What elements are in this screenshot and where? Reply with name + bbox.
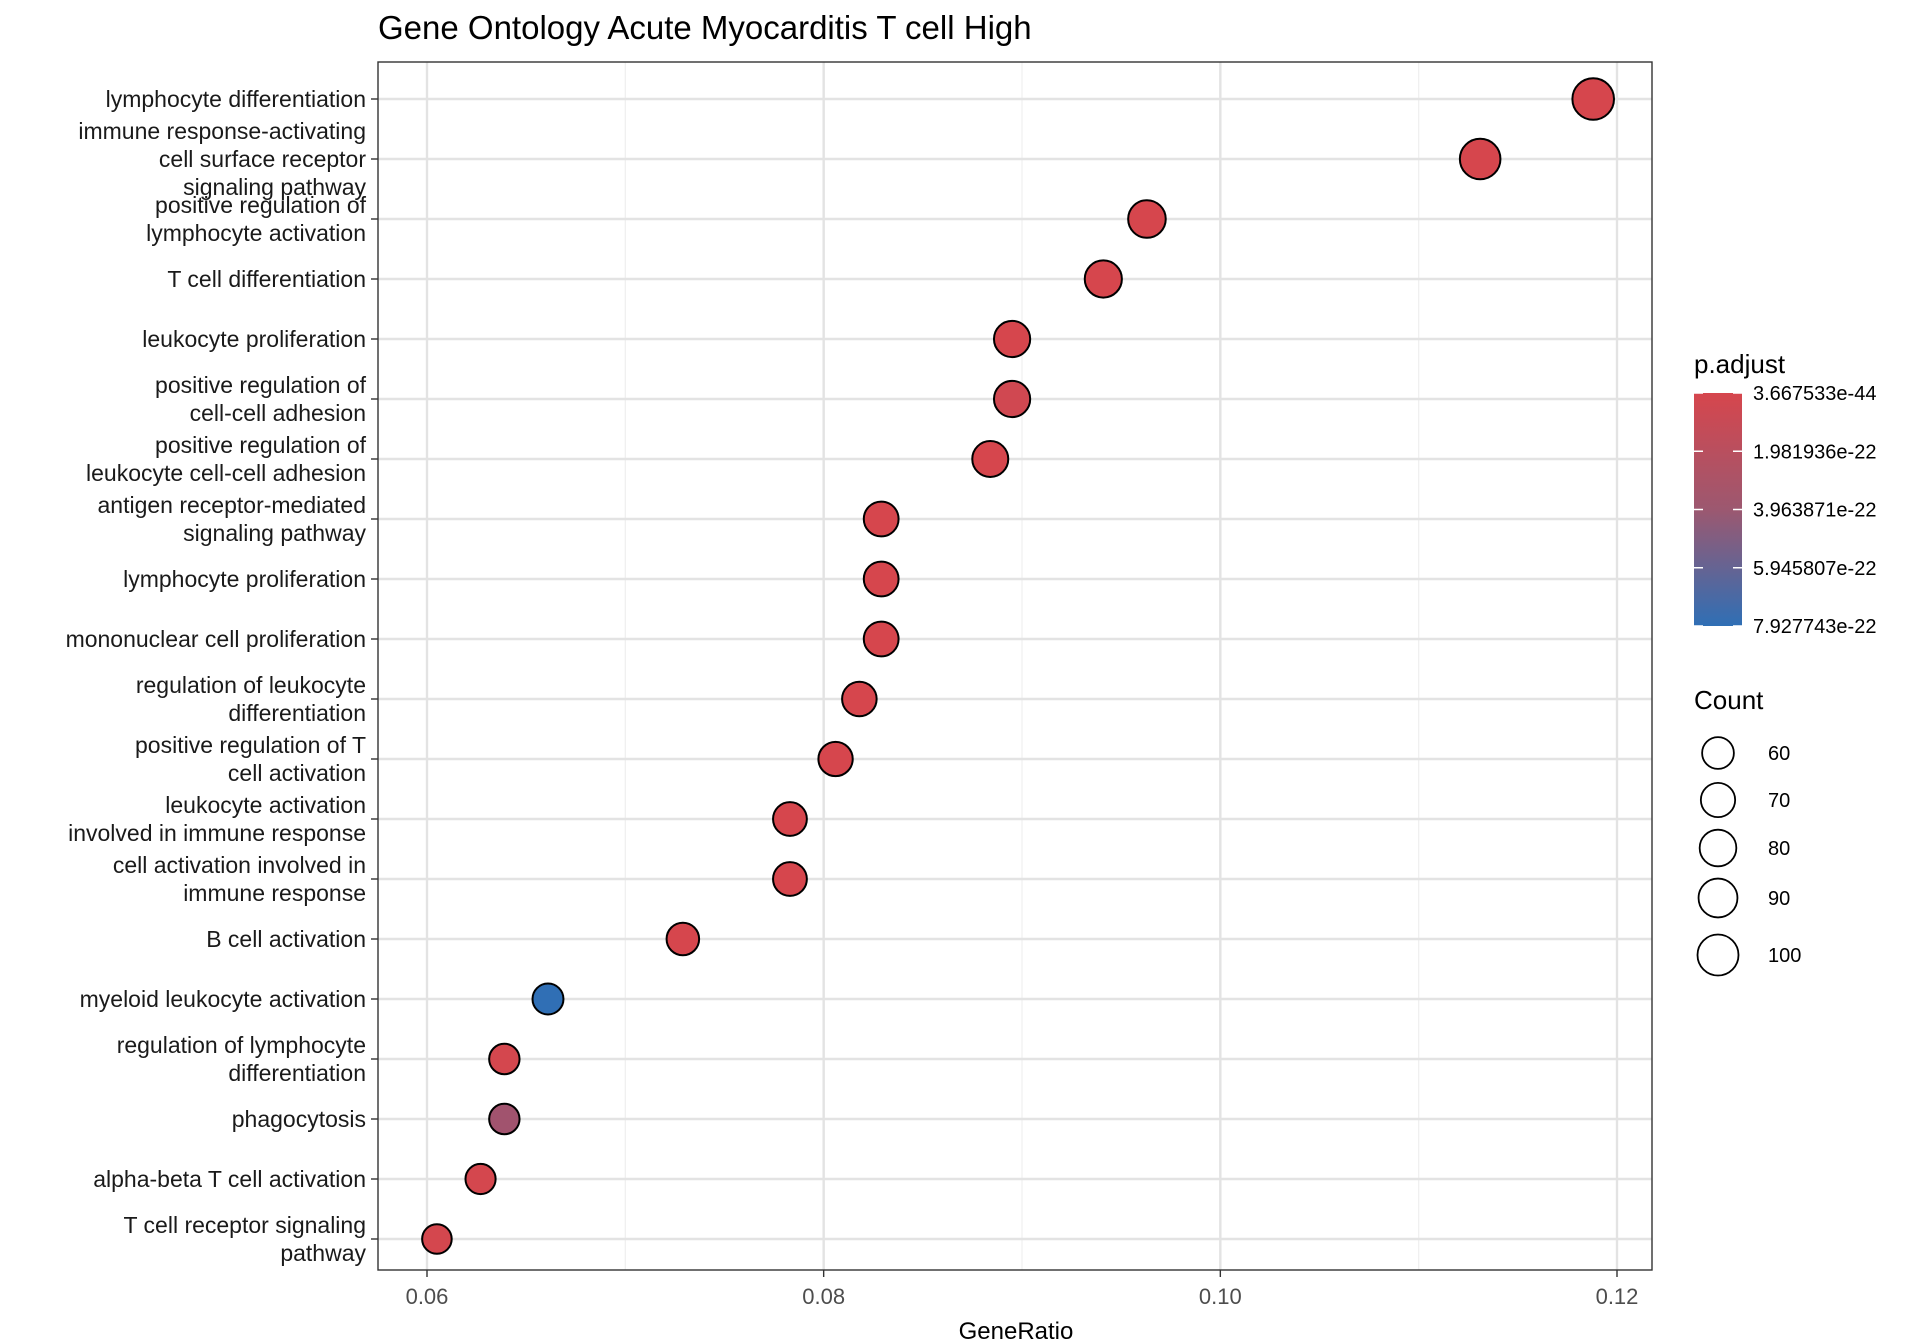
y-tick-label-line: positive regulation of [155,372,367,398]
y-tick-label-line: cell surface receptor [159,146,366,172]
size-legend-label: 70 [1768,790,1790,812]
y-tick-label: positive regulation of cell-cell adhesion [155,372,367,426]
x-tick-label: 0.08 [802,1284,845,1309]
y-tick-label-line: cell activation involved in [113,852,366,878]
y-tick-label-line: positive regulation of T [135,732,366,758]
y-tick-label-line: differentiation [228,700,366,726]
y-tick-label-line: involved in immune response [68,820,366,846]
color-legend-label: 3.963871e-22 [1753,500,1876,522]
size-legend-circle [1696,933,1740,977]
y-tick-label-line: signaling pathway [183,520,366,546]
y-tick-label: positive regulation of lymphocyte activat… [146,192,366,246]
data-point [817,740,854,778]
y-tick-label-line: phagocytosis [232,1106,366,1132]
data-point [772,861,808,897]
y-tick-label-line: immune response [183,880,366,906]
data-point [772,801,808,837]
y-tick-label: T cell receptor signaling pathway [124,1212,367,1266]
x-tick-label: 0.10 [1199,1284,1242,1309]
data-point [488,1102,521,1136]
y-tick-label: leukocyte proliferation [142,326,366,352]
y-tick-label-line: T cell receptor signaling [124,1212,366,1238]
size-legend-label: 90 [1768,888,1790,910]
y-tick-label: leukocyte activation involved in immune r… [68,792,366,846]
y-tick-label-line: B cell activation [206,926,366,952]
y-tick-label-line: lymphocyte activation [146,220,366,246]
y-tick-label: lymphocyte proliferation [123,566,366,592]
data-point [1127,199,1167,239]
y-tick-label-line: lymphocyte differentiation [106,86,366,112]
x-tick-label: 0.06 [406,1284,449,1309]
y-tick-label: mononuclear cell proliferation [66,626,366,652]
data-point [992,379,1032,419]
size-legend-circle [1698,828,1738,868]
y-tick-label: regulation of leukocyte differentiation [136,672,366,726]
y-tick-label: lymphocyte differentiation [106,86,366,112]
data-point [531,982,565,1016]
size-legend-label: 80 [1768,838,1790,860]
y-tick-label: immune response-activating cell surface r… [78,118,366,200]
plot-panel [378,62,1652,1270]
y-tick-label: cell activation involved in immune respon… [113,852,366,906]
y-tick-label-line: antigen receptor-mediated [98,492,367,518]
y-tick-label-line: lymphocyte proliferation [123,566,366,592]
y-tick-label-line: regulation of lymphocyte [117,1032,366,1058]
data-point [862,560,900,598]
color-legend-title: p.adjust [1694,349,1786,379]
data-point [488,1042,521,1076]
y-tick-label: myeloid leukocyte activation [80,986,366,1012]
x-axis-title: GeneRatio [959,1318,1074,1344]
color-legend-label: 7.927743e-22 [1753,616,1876,638]
size-legend-title: Count [1694,685,1764,715]
y-tick-label-line: alpha-beta T cell activation [93,1166,366,1192]
data-point [1458,137,1502,181]
y-tick-label-line: leukocyte cell-cell adhesion [86,460,366,486]
data-point [862,500,900,538]
data-point [1571,77,1616,121]
data-point [421,1223,453,1255]
y-tick-label-line: leukocyte activation [165,792,366,818]
y-tick-label: antigen receptor-mediated signaling pathw… [98,492,367,546]
y-tick-label: regulation of lymphocyte differentiation [117,1032,366,1086]
size-legend-circle [1699,781,1737,819]
y-tick-label-line: myeloid leukocyte activation [80,986,366,1012]
data-point [992,319,1032,359]
color-legend-label: 1.981936e-22 [1753,441,1876,463]
y-tick-label-line: pathway [280,1240,366,1266]
data-point [841,680,878,718]
y-tick-label-line: mononuclear cell proliferation [66,626,366,652]
y-tick-label: B cell activation [206,926,366,952]
y-tick-label-line: positive regulation of [155,192,367,218]
data-point [862,620,900,658]
y-tick-label-line: regulation of leukocyte [136,672,366,698]
size-legend-circle [1697,877,1739,919]
y-tick-label-line: differentiation [228,1060,366,1086]
y-tick-label: alpha-beta T cell activation [93,1166,366,1192]
y-tick-label-line: positive regulation of [155,432,367,458]
size-legend-circle [1701,736,1735,770]
data-point [665,921,701,957]
size-legend-label: 60 [1768,743,1790,765]
panel-border [377,61,1653,1271]
chart-title: Gene Ontology Acute Myocarditis T cell H… [378,9,1032,46]
x-tick-label: 0.12 [1596,1284,1639,1309]
color-legend-label: 3.667533e-44 [1753,383,1876,405]
y-tick-label: T cell differentiation [167,266,366,292]
color-legend-label: 5.945807e-22 [1753,558,1876,580]
data-point [971,440,1010,478]
y-tick-label-line: immune response-activating [78,118,366,144]
y-tick-label-line: cell activation [228,760,366,786]
y-tick-label: phagocytosis [232,1106,366,1132]
y-tick-label-line: leukocyte proliferation [142,326,366,352]
y-tick-label-line: T cell differentiation [167,266,366,292]
y-tick-label-line: signaling pathway [183,174,366,200]
size-legend-label: 100 [1768,945,1801,967]
y-tick-label: positive regulation of leukocyte cell-cel… [86,432,367,486]
y-tick-label-line: cell-cell adhesion [190,400,366,426]
data-point [1083,259,1123,299]
data-point [464,1162,497,1196]
